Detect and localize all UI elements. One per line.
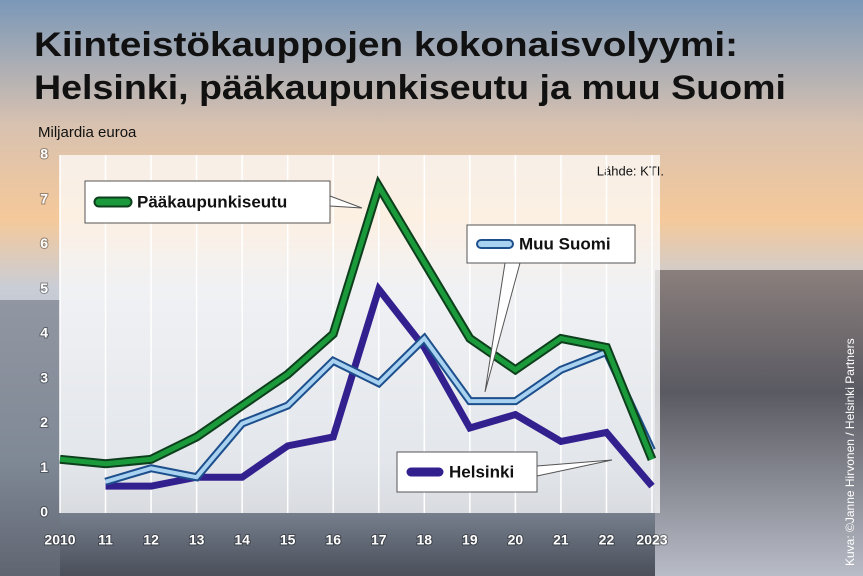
y-tick-label: 7 — [40, 190, 48, 206]
x-tick-label: 13 — [189, 532, 205, 548]
x-tick-label: 21 — [553, 532, 569, 548]
y-tick-label: 5 — [40, 280, 48, 296]
x-tick-label: 12 — [143, 532, 159, 548]
y-tick-label: 4 — [40, 325, 48, 341]
x-tick-label: 2023 — [636, 532, 667, 548]
y-tick-label: 2 — [40, 414, 48, 430]
y-tick-label: 8 — [40, 146, 48, 162]
x-tick-label: 22 — [599, 532, 615, 548]
chart-title: Kiinteistökauppojen kokonaisvolyymi: — [34, 26, 738, 64]
line — [104, 335, 654, 484]
y-tick-label: 3 — [40, 369, 48, 385]
x-tick-label: 16 — [325, 532, 341, 548]
x-tick-label: 15 — [280, 532, 296, 548]
legend-label: Helsinki — [449, 462, 514, 481]
chart-title: Helsinki, pääkaupunkiseutu ja muu Suomi — [34, 69, 786, 107]
x-tick-label: 20 — [508, 532, 524, 548]
x-tick-label: 19 — [462, 532, 478, 548]
background-left — [0, 300, 60, 576]
legend-label: Pääkaupunkiseutu — [137, 192, 287, 211]
y-tick-label: 1 — [40, 459, 48, 475]
x-tick-label: 17 — [371, 532, 387, 548]
y-tick-label: 0 — [40, 504, 48, 520]
x-tick-label: 11 — [98, 532, 113, 548]
background-city — [655, 270, 863, 576]
x-tick-label: 2010 — [44, 532, 75, 548]
x-tick-label: 14 — [234, 532, 250, 548]
y-axis-label: Miljardia euroa — [38, 124, 137, 141]
photo-credit: Kuva: ©Janne Hirvonen / Helsinki Partner… — [843, 338, 857, 566]
y-tick-label: 6 — [40, 235, 48, 251]
source: Lähde: KTI. — [597, 163, 664, 178]
legend-label: Muu Suomi — [519, 234, 611, 253]
line — [59, 180, 655, 467]
x-tick-label: 18 — [417, 532, 433, 548]
